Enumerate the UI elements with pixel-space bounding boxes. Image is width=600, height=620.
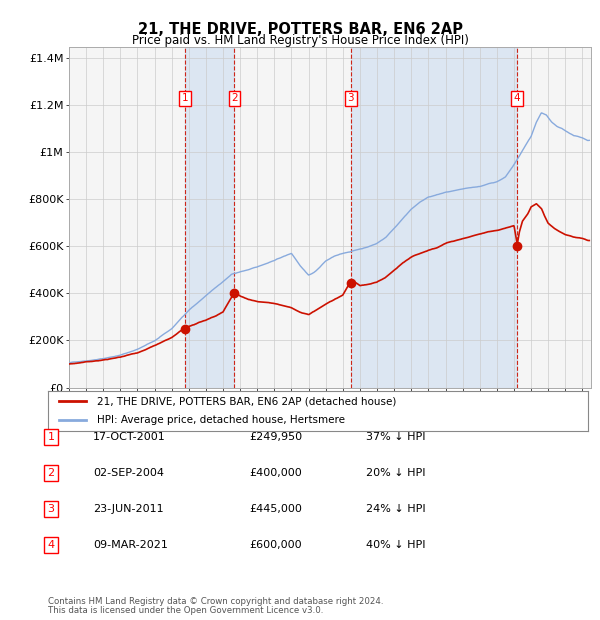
Text: This data is licensed under the Open Government Licence v3.0.: This data is licensed under the Open Gov… — [48, 606, 323, 615]
Text: 23-JUN-2011: 23-JUN-2011 — [93, 504, 164, 514]
Text: Price paid vs. HM Land Registry's House Price Index (HPI): Price paid vs. HM Land Registry's House … — [131, 34, 469, 47]
Text: 09-MAR-2021: 09-MAR-2021 — [93, 540, 168, 550]
Text: 4: 4 — [47, 540, 55, 550]
Text: 1: 1 — [182, 93, 188, 104]
Text: HPI: Average price, detached house, Hertsmere: HPI: Average price, detached house, Hert… — [97, 415, 344, 425]
Text: 3: 3 — [47, 504, 55, 514]
Bar — [185, 46, 235, 388]
Text: £445,000: £445,000 — [249, 504, 302, 514]
Text: £400,000: £400,000 — [249, 468, 302, 478]
Text: 2: 2 — [47, 468, 55, 478]
Text: 21, THE DRIVE, POTTERS BAR, EN6 2AP (detached house): 21, THE DRIVE, POTTERS BAR, EN6 2AP (det… — [97, 396, 396, 407]
Text: £600,000: £600,000 — [249, 540, 302, 550]
Text: 24% ↓ HPI: 24% ↓ HPI — [366, 504, 425, 514]
Text: 21, THE DRIVE, POTTERS BAR, EN6 2AP: 21, THE DRIVE, POTTERS BAR, EN6 2AP — [137, 22, 463, 37]
Text: 3: 3 — [347, 93, 354, 104]
Text: Contains HM Land Registry data © Crown copyright and database right 2024.: Contains HM Land Registry data © Crown c… — [48, 597, 383, 606]
Text: 20% ↓ HPI: 20% ↓ HPI — [366, 468, 425, 478]
Text: £249,950: £249,950 — [249, 432, 302, 442]
Text: 2: 2 — [231, 93, 238, 104]
Text: 37% ↓ HPI: 37% ↓ HPI — [366, 432, 425, 442]
Bar — [351, 46, 517, 388]
Text: 40% ↓ HPI: 40% ↓ HPI — [366, 540, 425, 550]
Text: 17-OCT-2001: 17-OCT-2001 — [93, 432, 166, 442]
Text: 1: 1 — [47, 432, 55, 442]
Text: 02-SEP-2004: 02-SEP-2004 — [93, 468, 164, 478]
Text: 4: 4 — [514, 93, 521, 104]
